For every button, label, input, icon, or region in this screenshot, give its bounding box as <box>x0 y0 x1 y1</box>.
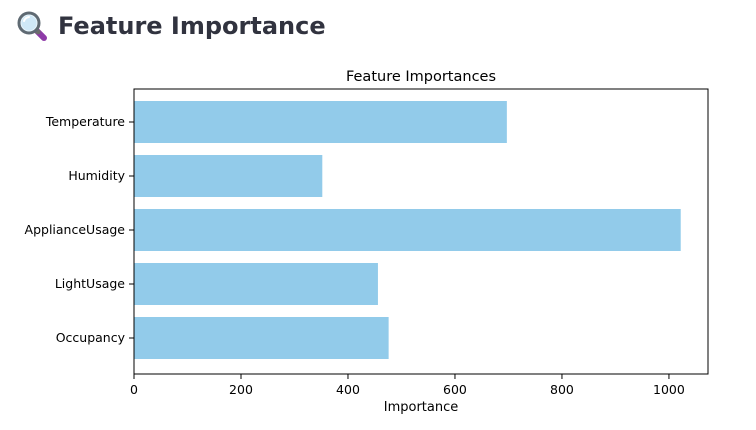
y-tick-label: Humidity <box>68 168 125 183</box>
x-tick-label: 600 <box>443 382 467 397</box>
page-header: Feature Importance <box>16 8 326 44</box>
x-tick-label: 0 <box>130 382 138 397</box>
magnifying-glass-icon <box>17 11 47 41</box>
x-tick-label: 200 <box>229 382 253 397</box>
y-axis: Temperature Humidity ApplianceUsage LightUs… <box>25 114 134 345</box>
x-tick-label: 800 <box>550 382 574 397</box>
bar-occupancy <box>134 317 389 359</box>
y-tick-label: Temperature <box>45 114 125 129</box>
chart-title: Feature Importances <box>346 69 496 85</box>
y-tick-label: ApplianceUsage <box>25 222 126 237</box>
y-tick-label: LightUsage <box>55 276 125 291</box>
y-tick-label: Occupancy <box>56 330 126 345</box>
plot-frame <box>133 88 709 375</box>
bars-group <box>134 101 681 359</box>
page-title: Feature Importance <box>58 12 326 40</box>
bar-lightusage <box>134 263 378 305</box>
x-tick-label: 400 <box>336 382 360 397</box>
bar-applianceusage <box>134 209 681 251</box>
x-axis: 0 200 400 600 800 1000 <box>130 374 685 397</box>
bar-humidity <box>134 155 323 197</box>
bar-temperature <box>134 101 507 143</box>
x-tick-label: 1000 <box>653 382 685 397</box>
x-axis-label: Importance <box>384 400 459 415</box>
